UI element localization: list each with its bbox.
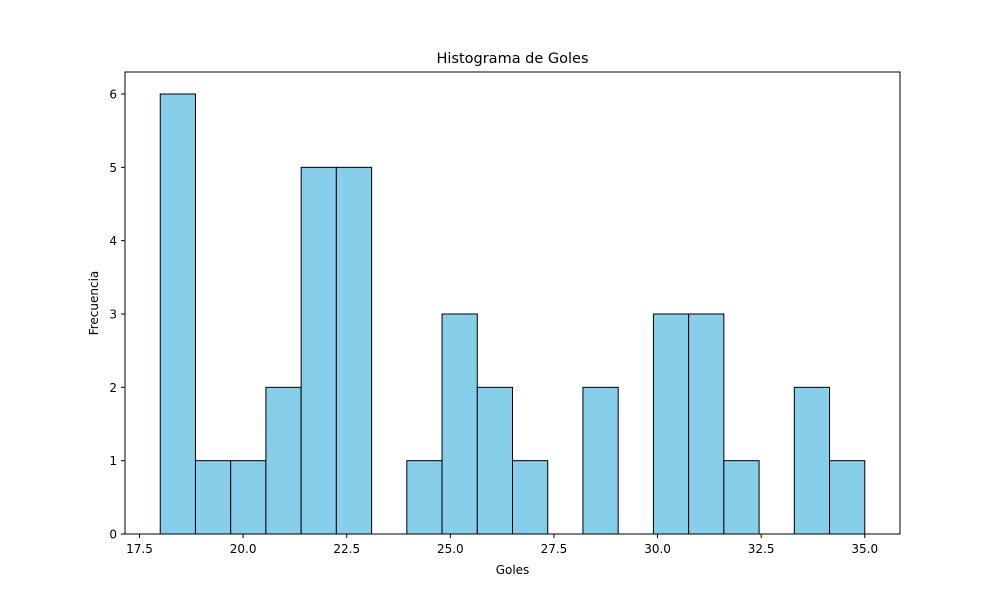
x-tick-label: 32.5	[748, 542, 775, 556]
y-axis-label: Frecuencia	[87, 271, 101, 336]
y-tick-label: 3	[109, 308, 117, 322]
histogram-bar	[829, 460, 866, 535]
histogram-bar	[159, 93, 196, 535]
histogram-bar	[265, 386, 302, 535]
bars-group	[159, 93, 866, 535]
histogram-bar	[476, 386, 513, 535]
y-tick-label: 6	[109, 88, 117, 102]
x-tick-label: 17.5	[126, 542, 153, 556]
histogram-bar	[300, 166, 337, 535]
histogram-bar	[793, 386, 831, 535]
x-tick-label: 27.5	[541, 542, 568, 556]
y-tick-label: 2	[109, 381, 117, 395]
x-tick-label: 22.5	[333, 542, 360, 556]
histogram-bar	[652, 313, 690, 535]
histogram-bar	[335, 166, 373, 535]
histogram-bar	[582, 386, 619, 535]
x-tick-label: 30.0	[644, 542, 671, 556]
histogram-bar	[723, 460, 760, 535]
y-tick-label: 1	[109, 454, 117, 468]
histogram-bar	[512, 460, 549, 535]
x-tick-label: 35.0	[851, 542, 878, 556]
plot-area-frame	[124, 71, 901, 535]
x-axis-ticks: 17.5 20.0 22.5 25.0 27.5 30.0 32.5 35.0	[126, 534, 878, 556]
histogram-bar	[230, 460, 267, 535]
histogram-bar	[406, 460, 443, 535]
x-axis-label: Goles	[496, 563, 530, 577]
y-tick-label: 0	[109, 528, 117, 542]
histogram-bar	[688, 313, 725, 535]
histogram-bar	[194, 460, 232, 535]
chart-title: Histograma de Goles	[436, 51, 588, 67]
histogram-bar	[441, 313, 478, 535]
y-tick-label: 5	[109, 161, 117, 175]
y-tick-label: 4	[109, 234, 117, 248]
x-tick-label: 25.0	[437, 542, 464, 556]
x-tick-label: 20.0	[230, 542, 257, 556]
y-axis-ticks: 0 1 2 3 4 5 6	[109, 88, 125, 542]
